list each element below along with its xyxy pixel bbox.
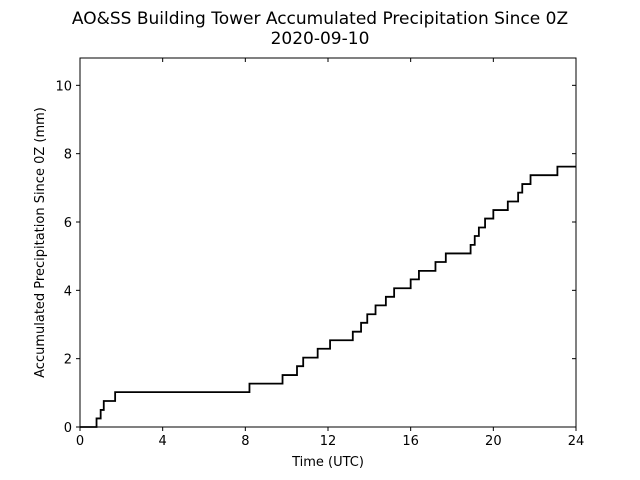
y-tick-label: 10 [55,79,72,94]
chart-subtitle: 2020-09-10 [271,29,370,49]
y-axis-label: Accumulated Precipitation Since 0Z (mm) [33,107,48,378]
y-tick-label: 0 [64,421,72,436]
plot-frame [79,57,577,428]
x-tick-label: 24 [568,434,585,449]
x-tick-label: 8 [241,434,249,449]
y-tick-label: 8 [64,148,72,163]
accumulated-precipitation-line [80,165,576,428]
y-tick-label: 2 [64,353,72,368]
x-tick-label: 20 [485,434,502,449]
x-tick-label: 4 [159,434,167,449]
chart-title: AO&SS Building Tower Accumulated Precipi… [72,9,568,29]
y-tick-label: 6 [64,216,72,231]
x-tick-label: 16 [402,434,419,449]
x-tick-label: 0 [76,434,84,449]
x-axis-label: Time (UTC) [291,455,364,470]
x-tick-label: 12 [320,434,337,449]
y-tick-label: 4 [64,284,72,299]
